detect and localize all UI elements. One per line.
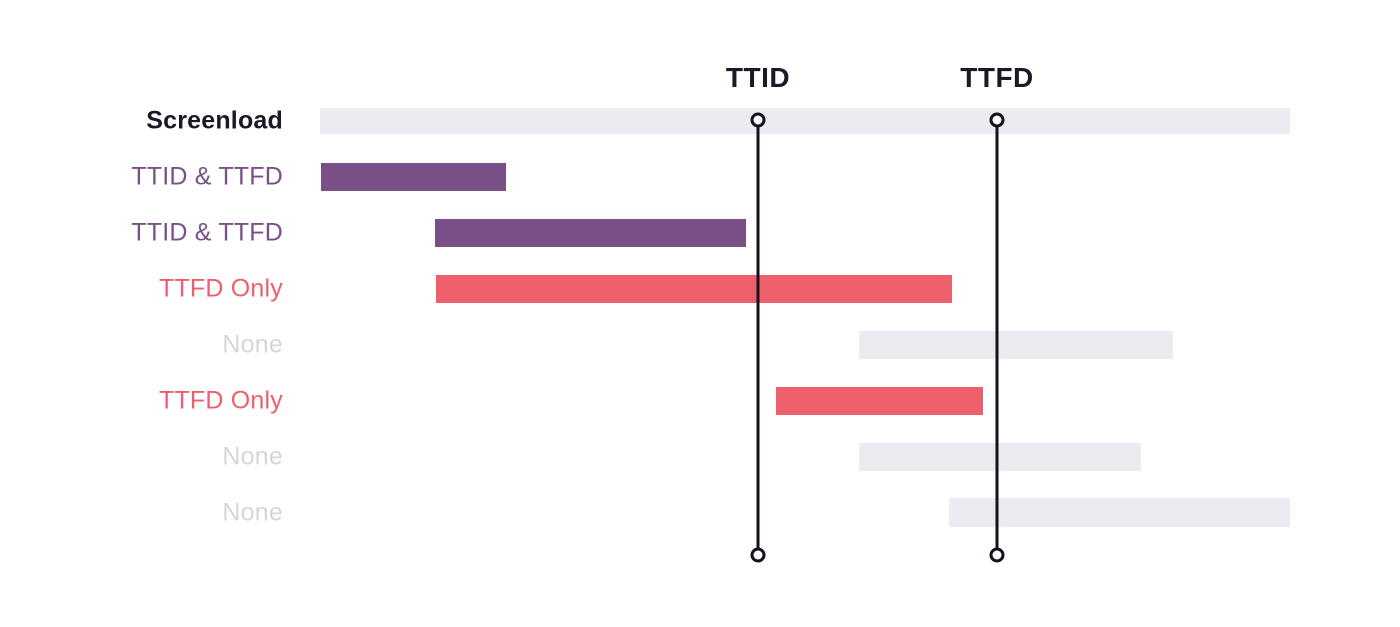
row-label: None [222,498,283,526]
span-bar [320,108,1290,134]
row-label: None [222,330,283,359]
span-bar [321,163,506,191]
ttid-line [756,120,760,555]
row-label: TTFD Only [158,386,283,415]
row-label: Screenload [146,106,283,135]
ttid-top-dot-icon [750,112,766,128]
ttfd-top-dot-icon [989,112,1005,128]
span-bar [859,443,1141,471]
row-label: TTFD Only [158,274,283,303]
ttfd-bottom-dot-icon [989,547,1005,563]
ttfd-heading: TTFD [960,62,1034,93]
span-bar [949,498,1290,527]
ttfd-line [995,120,999,555]
ttid-heading: TTID [725,62,791,93]
span-bar [859,331,1173,359]
row-label: TTID & TTFD [131,218,283,247]
span-bar [436,275,952,303]
span-bar [776,387,983,415]
span-bar [435,219,746,247]
ttid-bottom-dot-icon [750,547,766,563]
row-label: TTID & TTFD [131,162,283,191]
row-label: None [222,442,283,471]
